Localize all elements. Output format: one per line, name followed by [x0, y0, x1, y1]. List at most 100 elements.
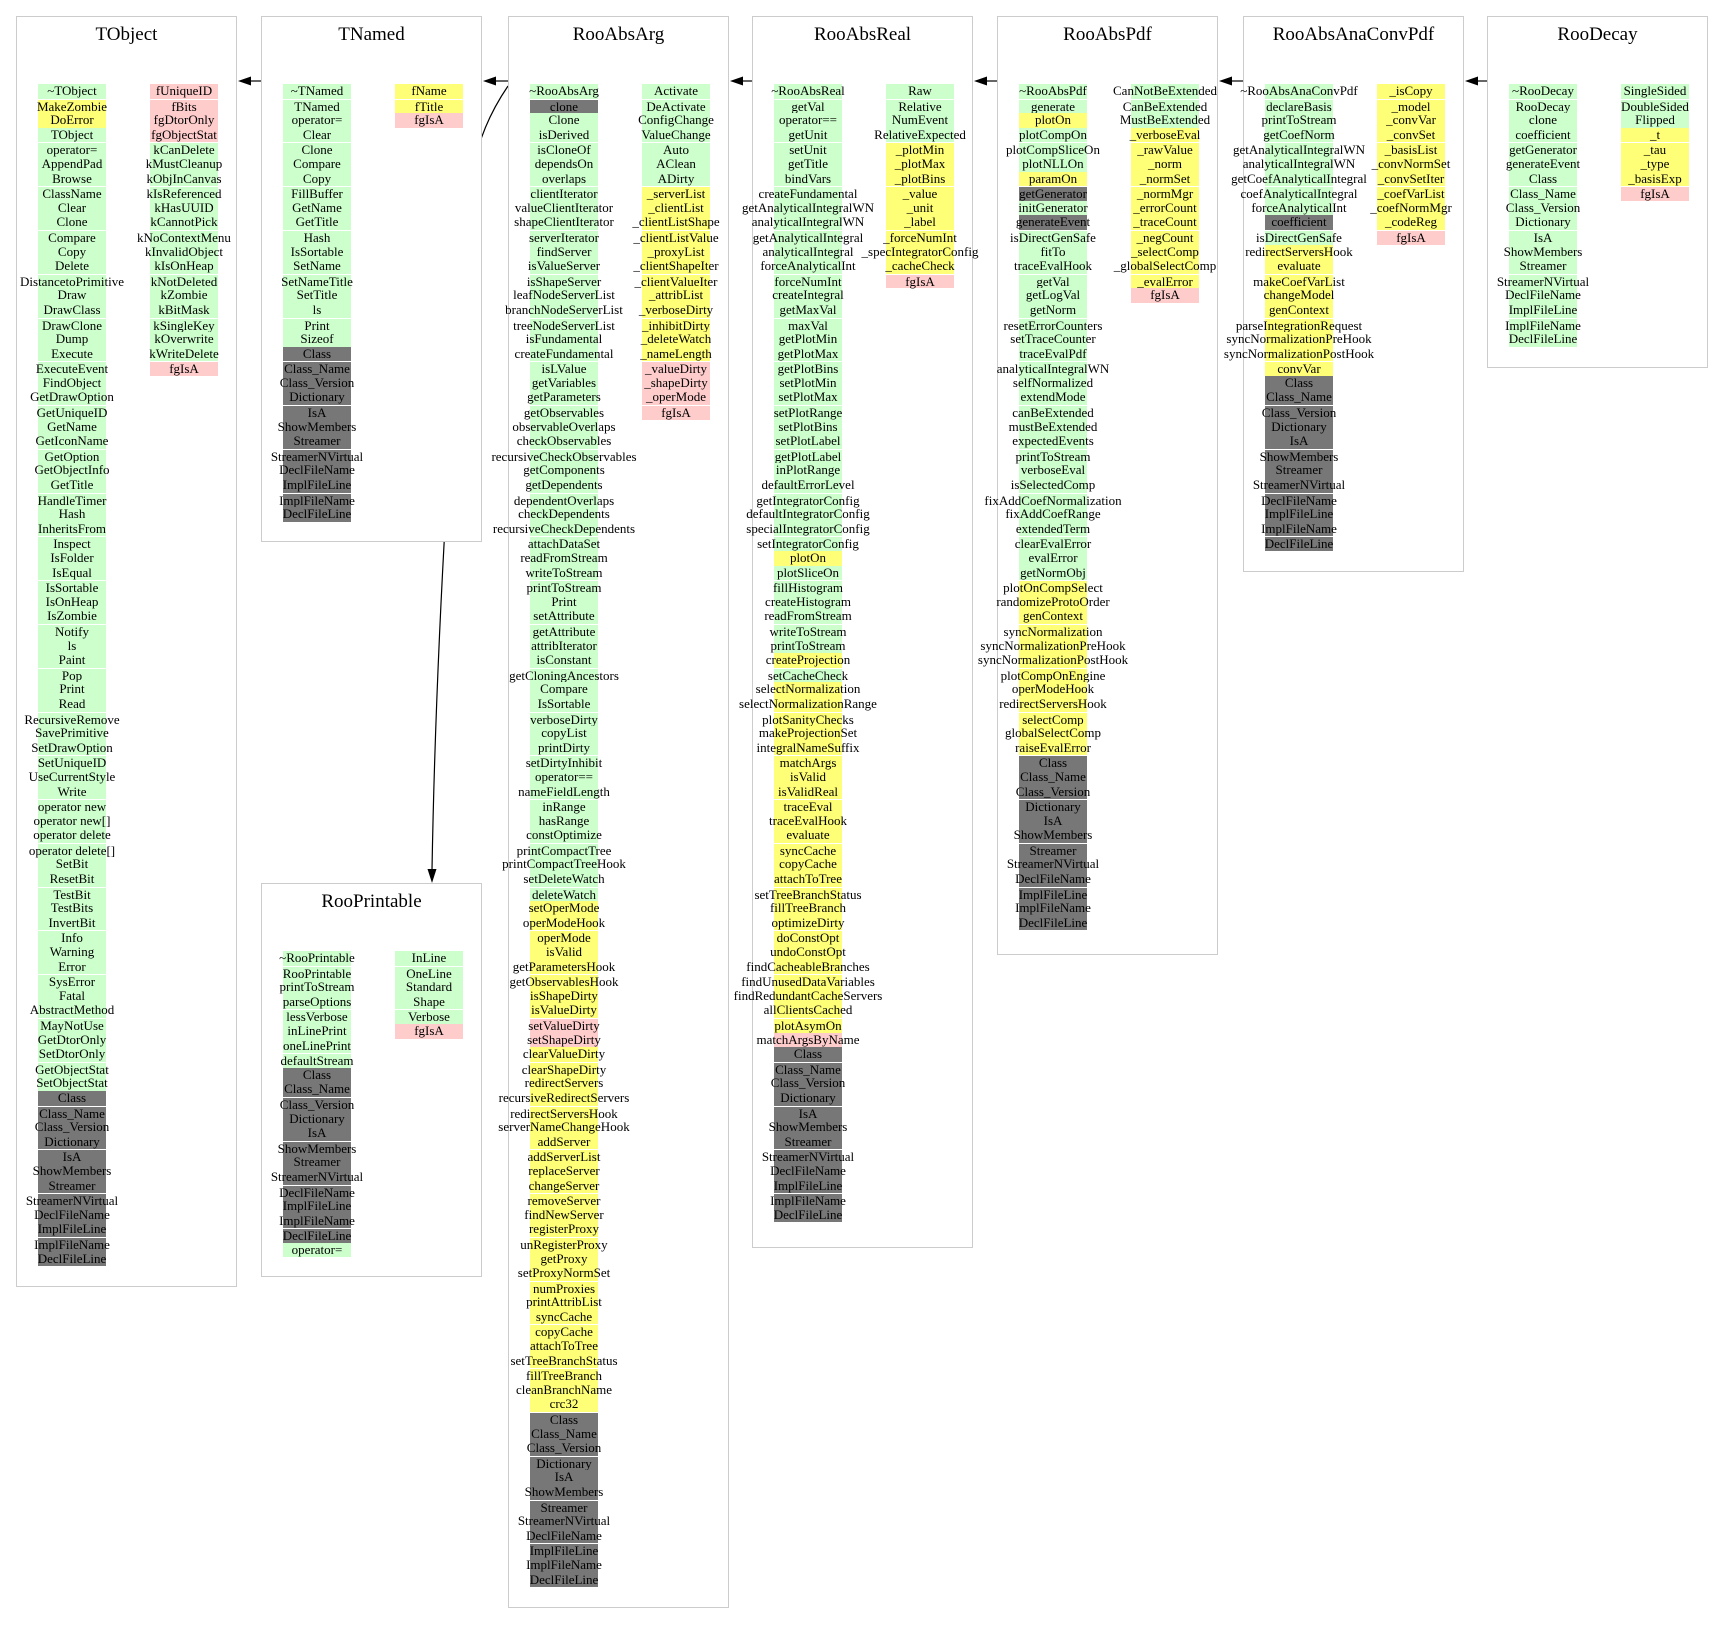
method-entry[interactable]: createHistogram	[765, 594, 851, 610]
method-entry[interactable]: IsA	[774, 1105, 842, 1121]
member-entry[interactable]: fgIsA	[1377, 229, 1445, 245]
method-entry[interactable]: fillHistogram	[773, 580, 843, 595]
method-entry[interactable]: ~TObject	[38, 83, 106, 99]
member-entry[interactable]: _serverList	[642, 186, 710, 201]
method-entry[interactable]: clearValueDirty	[523, 1046, 605, 1062]
method-entry[interactable]: setPlotBins	[774, 419, 842, 435]
method-entry[interactable]: Warning	[38, 944, 106, 960]
method-entry[interactable]: getComponents	[523, 462, 605, 479]
method-entry[interactable]: leafNodeServerList	[513, 287, 615, 303]
method-entry[interactable]: ~RooDecay	[1509, 83, 1577, 99]
method-entry[interactable]: ls	[38, 638, 106, 654]
method-entry[interactable]: Class_Version	[771, 1075, 845, 1091]
member-entry[interactable]: _negCount	[1131, 229, 1199, 245]
method-entry[interactable]: setCacheCheck	[768, 667, 848, 683]
method-entry[interactable]: getCloningAncestors	[509, 667, 619, 683]
method-entry[interactable]: IsA	[283, 1125, 351, 1141]
method-entry[interactable]: valueClientIterator	[515, 200, 613, 216]
method-entry[interactable]: DistancetoPrimitive	[20, 273, 124, 289]
method-entry[interactable]: Class_Version	[280, 1096, 354, 1112]
method-entry[interactable]: Class_Name	[283, 1081, 351, 1097]
method-entry[interactable]: fixAddCoefRange	[1005, 506, 1101, 522]
method-entry[interactable]: GetUniqueID	[37, 405, 107, 420]
member-entry[interactable]: MustBeExtended	[1120, 112, 1210, 128]
class-title[interactable]: TNamed	[338, 24, 405, 45]
method-entry[interactable]: setIntegratorConfig	[757, 536, 859, 551]
member-entry[interactable]: _traceCount	[1131, 214, 1199, 230]
member-entry[interactable]: kNoContextMenu	[137, 229, 231, 245]
method-entry[interactable]: printCompactTreeHook	[502, 856, 626, 873]
method-entry[interactable]: isFundamental	[526, 331, 602, 347]
method-entry[interactable]: serverIterator	[529, 229, 599, 245]
method-entry[interactable]: fillTreeBranch	[770, 900, 846, 916]
method-entry[interactable]: parseOptions	[283, 994, 351, 1010]
method-entry[interactable]: ImplFileLine	[283, 477, 351, 493]
method-entry[interactable]: IsSortable	[530, 696, 598, 712]
method-entry[interactable]: DeclFileName	[1261, 492, 1337, 508]
class-title[interactable]: RooPrintable	[321, 891, 422, 912]
method-entry[interactable]: createIntegral	[772, 287, 844, 303]
method-entry[interactable]: getUnit	[774, 127, 842, 143]
method-entry[interactable]: globalSelectComp	[1005, 725, 1101, 741]
method-entry[interactable]: getMaxVal	[774, 302, 842, 318]
method-entry[interactable]: makeCoefVarList	[1253, 273, 1345, 289]
method-entry[interactable]: undoConstOpt	[770, 944, 846, 960]
method-entry[interactable]: isSelectedComp	[1011, 477, 1095, 493]
method-entry[interactable]: checkObservables	[517, 433, 611, 449]
method-entry[interactable]: plotCompSliceOn	[1006, 142, 1100, 157]
method-entry[interactable]: setAttribute	[530, 608, 598, 624]
method-entry[interactable]: GetName	[283, 200, 351, 216]
method-entry[interactable]: DeclFileName	[34, 1207, 110, 1223]
method-entry[interactable]: AbstractMethod	[30, 1002, 114, 1018]
method-entry[interactable]: extendMode	[1019, 389, 1087, 406]
method-entry[interactable]: StreamerNVirtual	[271, 1169, 363, 1185]
method-entry[interactable]: setValueDirty	[528, 1018, 600, 1033]
method-entry[interactable]: Streamer	[774, 1134, 842, 1150]
member-entry[interactable]: _coefVarList	[1377, 186, 1445, 201]
method-entry[interactable]: getPlotLabel	[774, 448, 842, 464]
method-entry[interactable]: Class_Name	[774, 1061, 842, 1077]
method-entry[interactable]: redirectServersHook	[999, 696, 1107, 712]
method-entry[interactable]: Info	[38, 930, 106, 945]
method-entry[interactable]: DeclFileName	[279, 1184, 355, 1200]
method-entry[interactable]: Class_Version	[527, 1440, 601, 1456]
method-entry[interactable]: findNewServer	[524, 1207, 604, 1223]
method-entry[interactable]: printCompactTree	[517, 842, 611, 858]
method-entry[interactable]: Fatal	[38, 988, 106, 1004]
method-entry[interactable]: TestBits	[38, 900, 106, 916]
method-entry[interactable]: Write	[38, 784, 106, 800]
method-entry[interactable]: GetName	[38, 419, 106, 435]
method-entry[interactable]: getAnalyticalIntegralWN	[742, 200, 874, 216]
method-entry[interactable]: Streamer	[38, 1178, 106, 1194]
method-entry[interactable]: TestBit	[38, 886, 106, 902]
method-entry[interactable]: findServer	[530, 244, 598, 260]
method-entry[interactable]: Print	[38, 681, 106, 697]
member-entry[interactable]: _convNormSet	[1372, 156, 1450, 172]
method-entry[interactable]: constOptimize	[526, 827, 602, 843]
method-entry[interactable]: setShapeDirty	[527, 1032, 601, 1048]
method-entry[interactable]: Paint	[38, 652, 106, 668]
method-entry[interactable]: Read	[38, 696, 106, 712]
method-entry[interactable]: Class_Version	[280, 375, 354, 391]
member-entry[interactable]: _normSet	[1131, 171, 1199, 187]
method-entry[interactable]: findUnusedDataVariables	[741, 974, 875, 989]
method-entry[interactable]: readFromStream	[764, 608, 852, 624]
method-entry[interactable]: ImplFileName	[1505, 317, 1581, 333]
method-entry[interactable]: Class	[1019, 755, 1087, 770]
method-entry[interactable]: ShowMembers	[525, 1484, 603, 1500]
method-entry[interactable]: IsEqual	[38, 565, 106, 581]
method-entry[interactable]: Dictionary	[283, 389, 351, 406]
class-title[interactable]: RooAbsReal	[813, 24, 912, 45]
member-entry[interactable]: kSingleKey	[150, 317, 218, 333]
method-entry[interactable]: Print	[530, 594, 598, 610]
method-entry[interactable]: isValueServer	[528, 258, 600, 274]
method-entry[interactable]: setTreeBranchStatus	[754, 886, 862, 902]
member-entry[interactable]: _model	[1377, 98, 1445, 114]
method-entry[interactable]: deleteWatch	[530, 886, 598, 902]
method-entry[interactable]: getGenerator	[1509, 142, 1577, 157]
method-entry[interactable]: Class	[283, 1067, 351, 1083]
member-entry[interactable]: SingleSided	[1621, 83, 1689, 99]
member-entry[interactable]: ConfigChange	[638, 112, 714, 128]
method-entry[interactable]: traceEvalHook	[769, 813, 847, 829]
method-entry[interactable]: printToStream	[280, 979, 354, 995]
